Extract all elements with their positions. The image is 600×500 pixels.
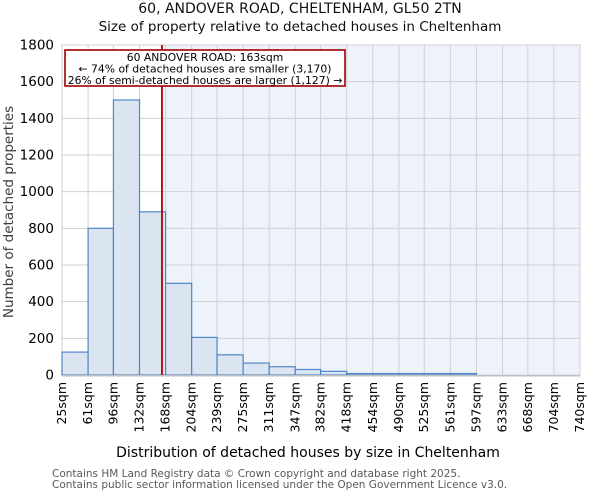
histogram-bar [423, 372, 451, 376]
x-tick-label: 561sqm [442, 382, 457, 432]
x-tick-label: 525sqm [416, 382, 431, 432]
y-tick-label: 1200 [20, 148, 54, 164]
y-tick-labels: 0 200 400 600 800 1000 1200 1400 1600 1800 [20, 38, 54, 384]
histogram-bar [398, 372, 425, 376]
x-tick-label: 239sqm [209, 382, 224, 432]
shaded-region-right-of-marker [161, 45, 581, 375]
annotation-line-2: ← 74% of detached houses are smaller (3,… [79, 63, 332, 76]
y-tick-label: 400 [28, 294, 54, 310]
x-tick-label: 347sqm [287, 382, 302, 432]
x-tick-label: 704sqm [546, 382, 561, 432]
footer-line-2: Contains public sector information licen… [52, 478, 508, 491]
histogram-bar [87, 227, 115, 376]
y-axis-label: Number of detached properties [1, 106, 17, 318]
y-tick-label: 600 [28, 258, 54, 274]
x-tick-label: 96sqm [105, 382, 120, 425]
x-tick-label: 168sqm [158, 382, 173, 432]
histogram-bar [216, 354, 244, 376]
x-tick-label: 454sqm [365, 382, 380, 432]
x-tick-label: 382sqm [313, 382, 328, 432]
y-tick-label: 800 [28, 221, 54, 237]
x-tick-label: 25sqm [54, 382, 69, 425]
x-tick-label: 633sqm [494, 382, 509, 432]
histogram-chart: 60 ANDOVER ROAD: 163sqm← 74% of detached… [1, 38, 587, 462]
x-axis-label: Distribution of detached houses by size … [116, 445, 500, 461]
chart-title: 60, ANDOVER ROAD, CHELTENHAM, GL50 2TN [138, 1, 462, 17]
x-tick-label: 204sqm [184, 382, 199, 432]
histogram-bar [372, 372, 400, 376]
y-tick-label: 1400 [20, 111, 54, 127]
y-tick-label: 1000 [20, 184, 54, 200]
y-tick-label: 200 [28, 331, 54, 347]
y-tick-label: 1600 [20, 74, 54, 90]
histogram-bar [165, 282, 193, 376]
histogram-bar [191, 336, 218, 376]
histogram-bar [61, 351, 89, 376]
x-tick-label: 311sqm [261, 382, 276, 432]
x-tick-label: 740sqm [572, 382, 587, 432]
y-tick-label: 1800 [20, 38, 54, 54]
histogram-bar [112, 99, 141, 376]
x-tick-label: 597sqm [468, 382, 483, 432]
annotation-line-3: 26% of semi-detached houses are larger (… [68, 74, 343, 87]
histogram-bar [449, 372, 477, 376]
footer-line-1: Contains HM Land Registry data © Crown c… [52, 468, 461, 480]
histogram-bar [346, 372, 374, 376]
histogram-bar [294, 368, 322, 376]
x-tick-label: 490sqm [391, 382, 406, 432]
x-tick-labels: 25sqm 61sqm 96sqm 132sqm 168sqm 204sqm 239sqm 2… [54, 382, 587, 432]
chart-subtitle: Size of property relative to detached ho… [98, 19, 502, 35]
histogram-bar [242, 362, 270, 376]
x-tick-label: 418sqm [339, 382, 354, 432]
histogram-bar [268, 366, 296, 376]
footer: Contains HM Land Registry data © Crown c… [52, 469, 507, 491]
x-tick-label: 61sqm [80, 382, 95, 425]
histogram-bar [320, 370, 348, 376]
annotation-line-1: 60 ANDOVER ROAD: 163sqm [127, 51, 284, 64]
y-tick-label: 0 [45, 368, 54, 384]
x-tick-label: 132sqm [132, 382, 147, 432]
annotation-box [64, 49, 346, 87]
x-tick-label: 668sqm [520, 382, 535, 432]
x-tick-label: 275sqm [235, 382, 250, 432]
